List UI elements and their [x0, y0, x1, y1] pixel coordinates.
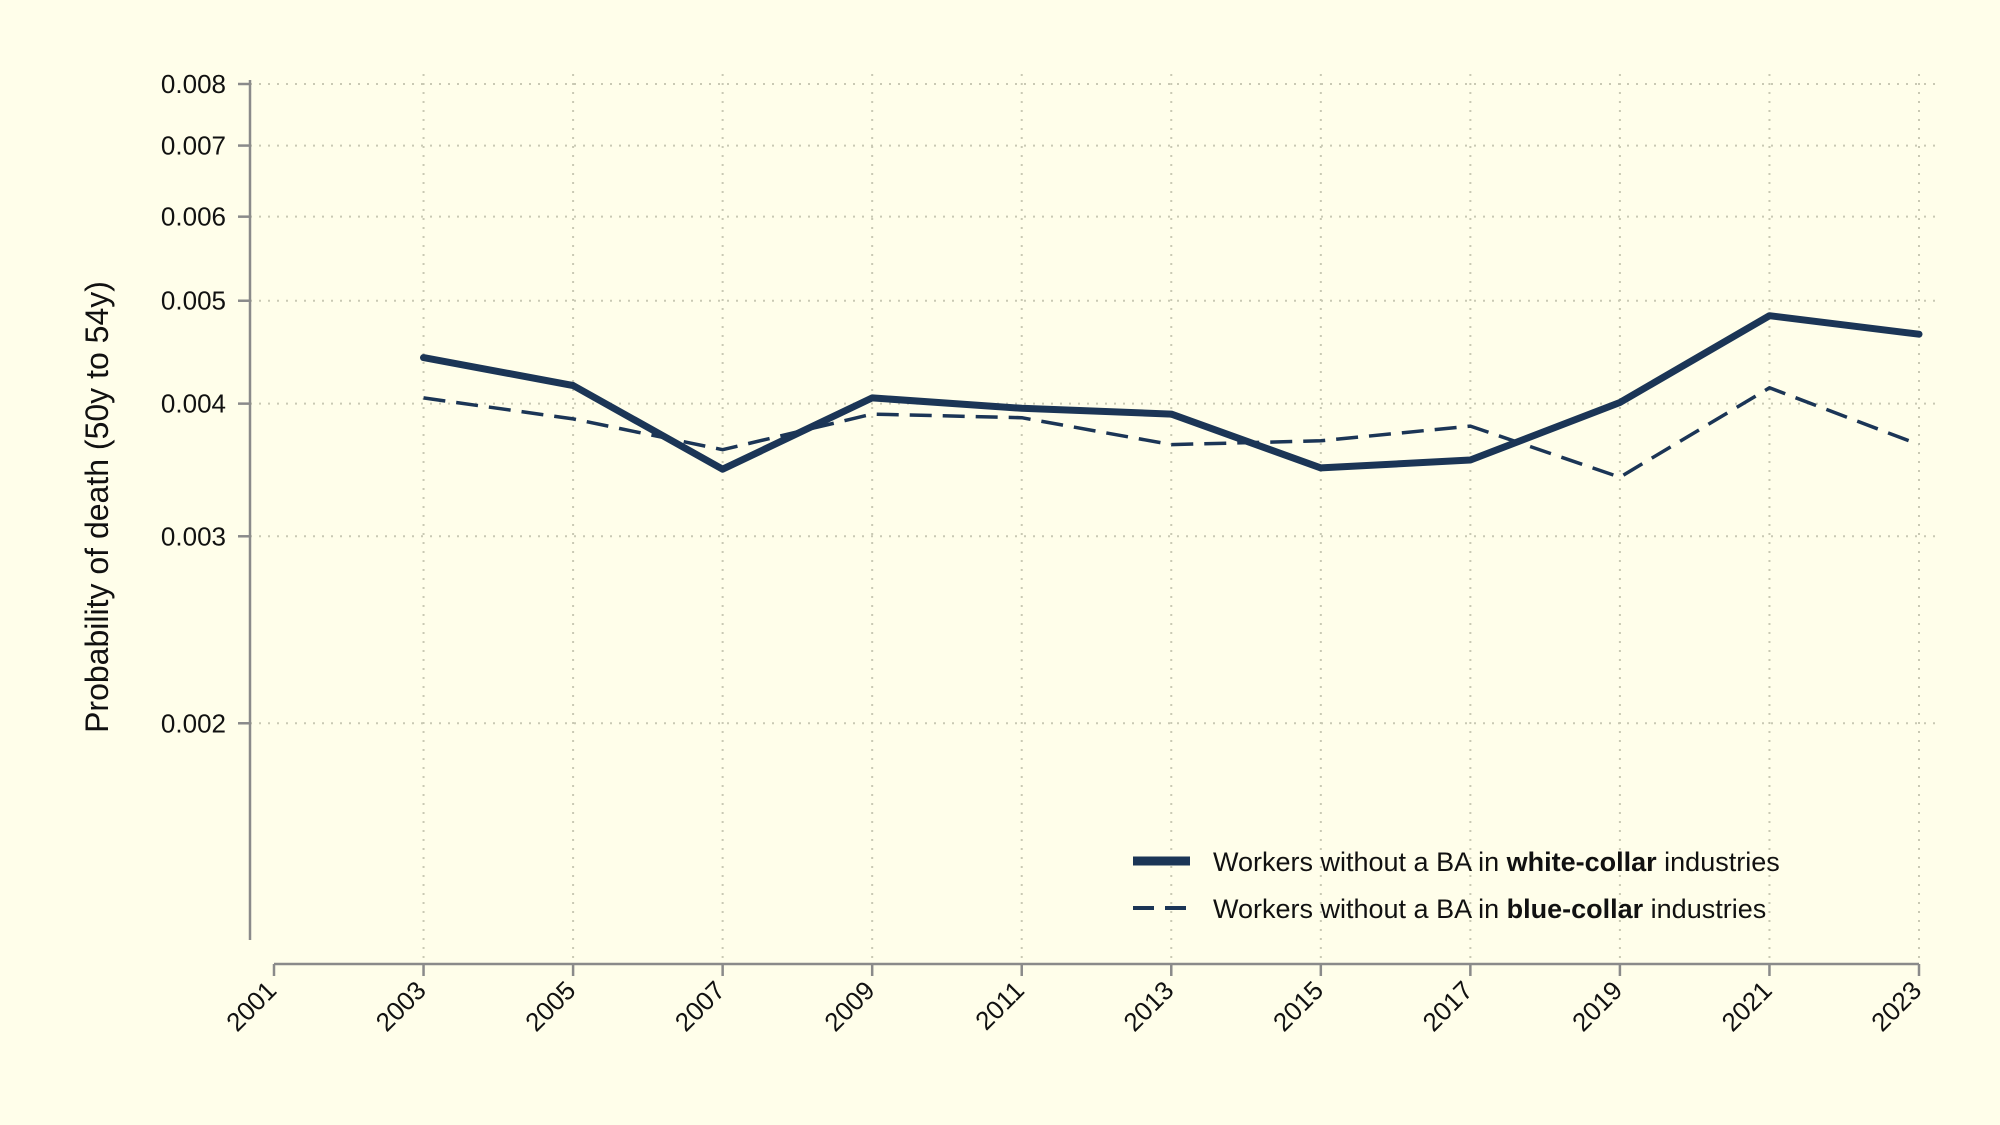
- axes: [248, 80, 1919, 966]
- y-tick-label: 0.002: [161, 708, 226, 738]
- x-ticks: 2001 2003 2005 2007 2009 2011 2013 2015 2017 2019…: [220, 964, 1927, 1037]
- x-tick-label: 2023: [1865, 975, 1927, 1037]
- x-tick-label: 2005: [519, 975, 581, 1037]
- y-tick-label: 0.003: [161, 521, 226, 551]
- x-tick-label: 2013: [1117, 975, 1179, 1037]
- y-tick-label: 0.006: [161, 202, 226, 232]
- legend-label-blue-collar: Workers without a BA in blue-collar indu…: [1213, 894, 1766, 924]
- legend: Workers without a BA in white-collar ind…: [1133, 847, 1780, 924]
- y-tick-label: 0.007: [161, 131, 226, 161]
- y-ticks: 0.002 0.003 0.004 0.005 0.006 0.007 0.008: [161, 69, 250, 738]
- x-tick-label: 2007: [669, 975, 731, 1037]
- x-tick-label: 2003: [370, 975, 432, 1037]
- series-line-white-collar: [420, 312, 1923, 473]
- x-tick-label: 2011: [969, 975, 1030, 1036]
- x-tick-label: 2017: [1416, 975, 1478, 1037]
- y-axis-title: Probability of death (50y to 54y): [79, 281, 115, 733]
- y-tick-label: 0.005: [161, 286, 226, 316]
- x-tick-label: 2001: [220, 975, 282, 1037]
- legend-item-blue-collar: Workers without a BA in blue-collar indu…: [1133, 894, 1766, 924]
- legend-item-white-collar: Workers without a BA in white-collar ind…: [1133, 847, 1780, 877]
- y-tick-label: 0.004: [161, 389, 226, 419]
- x-tick-label: 2021: [1716, 975, 1778, 1037]
- x-tick-label: 2009: [818, 975, 880, 1037]
- series: [420, 312, 1923, 479]
- y-tick-label: 0.008: [161, 69, 226, 99]
- legend-label-white-collar: Workers without a BA in white-collar ind…: [1213, 847, 1780, 877]
- grid: [250, 74, 1938, 958]
- x-tick-label: 2015: [1267, 975, 1329, 1037]
- series-line-blue-collar: [423, 386, 1920, 479]
- x-tick-label: 2019: [1566, 975, 1628, 1037]
